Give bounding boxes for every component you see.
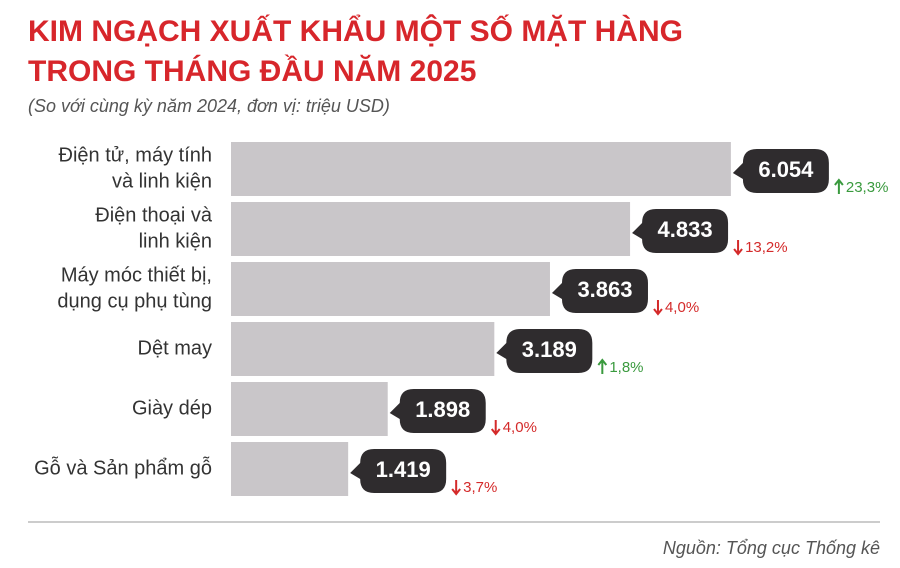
change-arrow	[490, 420, 501, 436]
change-label: 3,7%	[463, 479, 497, 496]
change-label: 1,8%	[609, 359, 643, 376]
value-callout	[496, 329, 593, 373]
value-label: 1.898	[415, 397, 470, 422]
bar	[231, 382, 388, 436]
bar	[231, 262, 550, 316]
value-label: 3.189	[522, 337, 577, 362]
value-callout	[732, 149, 829, 193]
category-label: Điện tử, máy tính	[59, 144, 212, 166]
chart-title: TRONG THÁNG ĐẦU NĂM 2025	[28, 54, 476, 88]
change-label: 13,2%	[745, 239, 788, 256]
change-label: 4,0%	[665, 299, 699, 316]
value-callout	[350, 449, 447, 493]
value-callout	[632, 209, 729, 253]
value-label: 3.863	[577, 277, 632, 302]
value-label: 4.833	[658, 217, 713, 242]
category-label: linh kiện	[139, 230, 212, 252]
value-label: 1.419	[376, 457, 431, 482]
change-label: 23,3%	[846, 179, 889, 196]
change-arrow	[653, 300, 663, 316]
category-label: và linh kiện	[112, 170, 212, 192]
change-arrow	[733, 240, 743, 256]
category-label: Giày dép	[132, 397, 212, 419]
bar	[231, 442, 349, 496]
change-arrow	[834, 178, 844, 194]
category-label: dụng cụ phụ tùng	[57, 290, 212, 312]
category-label: Điện thoại và	[95, 204, 213, 226]
category-label: Gỗ và Sản phẩm gỗ	[34, 456, 212, 479]
source: Nguồn: Tổng cục Thống kê	[663, 538, 880, 558]
value-callout	[389, 389, 486, 433]
change-arrow	[597, 358, 608, 374]
bar	[231, 322, 495, 376]
value-callout	[551, 269, 648, 313]
value-label: 6.054	[758, 157, 814, 182]
chart-title: KIM NGẠCH XUẤT KHẨU MỘT SỐ MẶT HÀNG	[28, 14, 683, 48]
bar	[231, 142, 731, 196]
bar	[231, 202, 631, 256]
category-label: Dệt may	[138, 337, 212, 359]
change-arrow	[451, 480, 461, 496]
category-label: Máy móc thiết bị,	[61, 264, 212, 286]
chart-subtitle: (So với cùng kỳ năm 2024, đơn vị: triệu …	[28, 96, 390, 116]
change-label: 4,0%	[503, 419, 537, 436]
